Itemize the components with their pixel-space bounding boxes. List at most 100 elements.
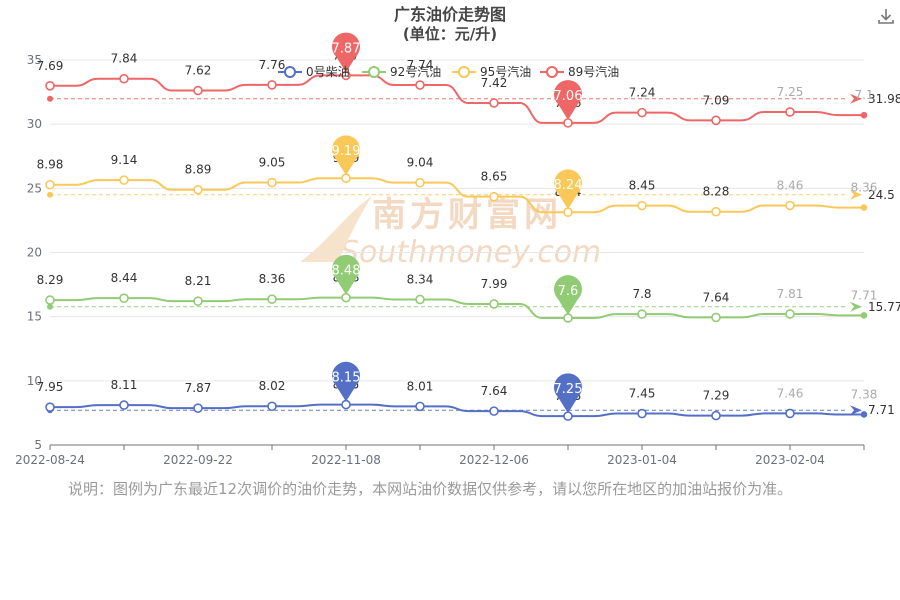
data-point	[119, 293, 129, 303]
watermark-cn: 南方财富网	[372, 195, 562, 235]
average-arrow	[850, 93, 862, 104]
series-line	[50, 177, 864, 214]
y-tick-label: 20	[27, 246, 42, 260]
data-point	[785, 309, 795, 319]
legend-marker	[368, 66, 380, 78]
data-point	[563, 207, 573, 218]
data-point	[489, 299, 499, 309]
data-label: 7.84	[111, 52, 138, 66]
watermark-logo	[300, 196, 372, 262]
data-label: 8.34	[407, 272, 434, 286]
data-point	[563, 411, 573, 421]
data-point	[563, 118, 573, 128]
data-point	[267, 401, 277, 412]
data-label: 8.36	[259, 272, 286, 286]
max-pin	[332, 254, 361, 295]
data-point	[193, 296, 203, 306]
data-label: 7.1	[854, 88, 873, 102]
legend[interactable]: 0号柴油 92号汽油 95号汽油 89号汽油	[278, 64, 619, 79]
data-point	[341, 399, 351, 410]
data-label: 8.28	[703, 185, 730, 199]
min-pin-label: 7.06	[554, 89, 583, 104]
max-pin-label: 9.19	[332, 144, 361, 159]
data-point	[45, 402, 55, 412]
data-point	[45, 179, 55, 190]
data-point	[45, 80, 55, 91]
data-label: 7.64	[481, 384, 508, 398]
chart-title: 广东油价走势图	[394, 5, 506, 24]
min-pin-label: 8.24	[554, 178, 583, 193]
data-label: 7.95	[37, 380, 64, 394]
min-pin-label: 7.25	[554, 382, 583, 397]
legend-label: 95号汽油	[480, 64, 531, 79]
y-tick-label: 15	[27, 310, 42, 324]
data-point	[860, 204, 868, 211]
data-label: 8.89	[185, 163, 212, 177]
legend-marker	[546, 66, 558, 78]
data-point	[785, 107, 795, 117]
min-pin	[554, 275, 582, 315]
x-tick-label: 2022-11-08	[311, 453, 381, 467]
data-point	[119, 73, 129, 84]
max-pin	[332, 361, 361, 402]
data-label: 8.11	[111, 378, 138, 392]
data-point	[637, 200, 647, 211]
legend-item-1[interactable]: 92号汽油	[362, 64, 441, 79]
max-pin	[332, 135, 361, 176]
average-start-point	[47, 191, 53, 198]
legend-label: 0号柴油	[306, 65, 350, 79]
x-tick-label: 2022-12-06	[459, 453, 529, 467]
series-line	[50, 74, 864, 124]
y-tick-label: 30	[27, 117, 42, 131]
data-point	[489, 98, 499, 108]
legend-item-3[interactable]: 89号汽油	[540, 64, 619, 79]
data-label: 9.05	[259, 156, 286, 170]
data-label: 8.46	[777, 179, 804, 193]
data-point	[711, 312, 721, 323]
max-pin	[332, 32, 360, 73]
x-tick-label: 2023-02-04	[755, 453, 825, 467]
average-start-point	[47, 95, 53, 102]
data-point	[341, 173, 351, 183]
data-point	[193, 403, 203, 413]
data-label: 8.36	[851, 181, 878, 195]
data-label: 7.38	[851, 387, 878, 401]
data-label: 7.87	[185, 381, 212, 395]
x-axis: 2022-08-24 2022-09-22 2022-11-08 2022-12-06…	[15, 444, 865, 467]
data-label: 8.02	[259, 379, 286, 393]
data-label: 8.21	[185, 274, 212, 288]
average-label: 24.5	[868, 188, 895, 202]
average-arrow	[850, 189, 862, 200]
data-point	[489, 406, 499, 416]
data-label: 9.14	[111, 153, 138, 167]
y-tick-label: 35	[27, 53, 42, 67]
data-label: 7.64	[703, 290, 730, 304]
series-0: 7.71 7.95 8.11 7.87 8.02 8.15 8.01 7.64 7.25 7.45…	[37, 361, 895, 421]
data-point	[860, 411, 868, 418]
data-point	[415, 80, 425, 90]
data-label: 8.65	[481, 170, 508, 184]
series-1: 15.77 8.29 8.44 8.21 8.36 8.48 8.34 7.99 7.6 7.8 7…	[37, 254, 900, 323]
data-label: 7.76	[259, 58, 286, 72]
data-point	[711, 115, 721, 126]
data-label: 7.24	[629, 86, 656, 100]
data-label: 7.46	[777, 386, 804, 400]
data-point	[45, 295, 55, 305]
series-2: 24.5 8.98 9.14 8.89 9.05 9.19 9.04 8.65 8.24 8.45…	[37, 135, 895, 218]
download-icon[interactable]	[876, 6, 896, 26]
legend-item-0[interactable]: 0号柴油	[278, 65, 350, 79]
series-layer: 7.71 7.95 8.11 7.87 8.02 8.15 8.01 7.64 7.25 7.45…	[37, 32, 900, 421]
data-point	[637, 309, 647, 319]
data-point	[785, 200, 795, 211]
series-3: 31.98 7.69 7.84 7.62 7.76 7.87 7.74 7.42 7.06 7.2…	[37, 32, 900, 128]
max-pin-label: 8.15	[332, 371, 361, 386]
x-tick-label: 2022-09-22	[163, 453, 233, 467]
legend-item-2[interactable]: 95号汽油	[452, 64, 531, 79]
data-label: 7.99	[481, 277, 508, 291]
data-label: 8.01	[407, 379, 434, 393]
data-point	[637, 107, 647, 118]
min-pin	[554, 169, 582, 210]
data-point	[193, 184, 203, 195]
data-point	[119, 400, 129, 410]
